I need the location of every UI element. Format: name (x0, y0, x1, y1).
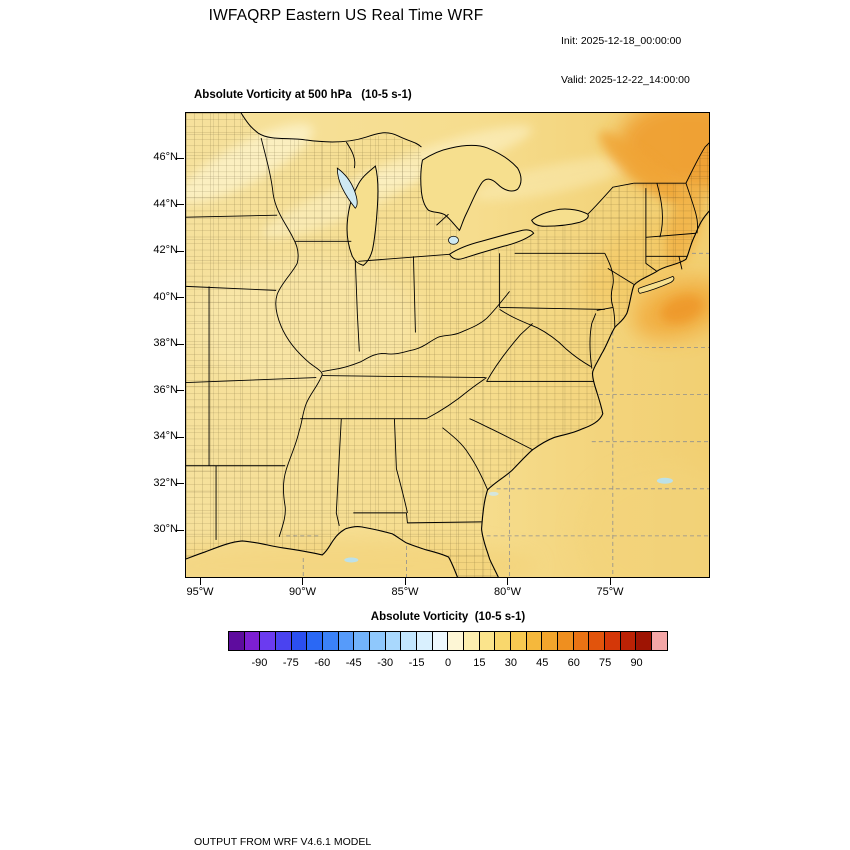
colorbar-cell (558, 632, 574, 650)
coastline (186, 210, 709, 577)
colorbar-tick-label: 45 (536, 657, 549, 669)
lake-huron (420, 144, 522, 232)
x-tick-mark (199, 578, 201, 585)
colorbar-cell (338, 632, 355, 650)
colorbar-cell (526, 632, 543, 650)
colorbar-tick-label: 60 (567, 657, 580, 669)
colorbar-cell (276, 632, 292, 650)
colorbar-tick-label: 15 (473, 657, 486, 669)
colorbar-cell (542, 632, 559, 650)
colorbar (228, 631, 668, 651)
colorbar-cell (589, 632, 606, 650)
y-tick-mark (176, 204, 184, 205)
colorbar-tick-label: -60 (314, 657, 331, 669)
init-time-label: Init: 2025-12-18_00:00:00 (561, 35, 682, 47)
lake-st-clair (448, 235, 459, 245)
x-tick-mark (404, 578, 406, 585)
y-tick-mark (176, 297, 184, 298)
y-tick-mark (176, 343, 184, 345)
colorbar-cell (432, 632, 449, 650)
run-metadata: Init: 2025-12-18_00:00:00 Valid: 2025-12… (561, 9, 690, 113)
colorbar-tick-label: -45 (345, 657, 362, 669)
y-tick-label: 44°N (153, 197, 178, 210)
colorbar-cell (511, 632, 527, 650)
state-borders (186, 137, 709, 540)
y-tick-mark (176, 529, 184, 531)
colorbar-cell (370, 632, 386, 650)
x-tick-label: 75°W (596, 586, 624, 598)
colorbar-tick-label: 75 (599, 657, 612, 669)
y-tick-mark (176, 483, 184, 484)
x-tick-mark (609, 578, 611, 585)
lake-superior-shore (240, 113, 422, 148)
vorticity-map (186, 113, 709, 577)
x-tick-mark (302, 578, 303, 585)
x-tick-label: 80°W (493, 586, 522, 598)
plot-title: Absolute Vorticity at 500 hPa (10-5 s-1) (194, 89, 412, 101)
colorbar-cell (229, 632, 245, 650)
colorbar-tick-label: -90 (251, 657, 268, 669)
colorbar-tick-label: 30 (504, 657, 517, 669)
colorbar-cell (401, 632, 418, 650)
y-tick-mark (176, 390, 184, 391)
water-spots (344, 477, 673, 563)
y-tick-label: 46°N (153, 151, 178, 163)
y-tick-label: 34°N (153, 430, 178, 442)
x-tick-mark (507, 578, 508, 585)
colorbar-cell (448, 632, 465, 650)
map-frame (185, 112, 710, 578)
colorbar-cell (495, 632, 512, 650)
long-island (637, 275, 675, 294)
gulf-coast (186, 525, 458, 577)
colorbar-cell (323, 632, 339, 650)
green-bay (336, 167, 358, 209)
y-tick-mark (176, 250, 184, 252)
y-tick-label: 38°N (153, 337, 178, 349)
colorbar-cell (291, 632, 308, 650)
valid-time-label: Valid: 2025-12-22_14:00:00 (561, 74, 690, 86)
colorbar-cell (479, 632, 496, 650)
atlantic-coast (481, 210, 709, 577)
colorbar-cell (307, 632, 324, 650)
colorbar-cell (244, 632, 261, 650)
y-tick-label: 42°N (153, 244, 178, 256)
colorbar-cell (573, 632, 590, 650)
x-tick-label: 95°W (186, 586, 214, 598)
colorbar-cell (464, 632, 480, 650)
colorbar-tick-label: -75 (282, 657, 299, 669)
footer-line-1: OUTPUT FROM WRF V4.6.1 MODEL (194, 836, 372, 848)
x-tick-label: 90°W (288, 586, 317, 598)
y-tick-label: 30°N (153, 523, 178, 535)
colorbar-cell (636, 632, 653, 650)
colorbar-tick-label: 0 (444, 657, 452, 669)
x-tick-label: 85°W (391, 586, 419, 598)
y-tick-mark (176, 436, 184, 438)
y-tick-label: 36°N (153, 383, 178, 396)
y-tick-mark (176, 157, 184, 159)
footer-annotation: OUTPUT FROM WRF V4.6.1 MODEL WE = 310 ; … (194, 809, 607, 850)
colorbar-cell (354, 632, 371, 650)
colorbar-tick-label: 90 (630, 657, 643, 669)
y-tick-label: 32°N (153, 476, 178, 489)
colorbar-cell (652, 632, 667, 650)
colorbar-tick-label: -15 (408, 657, 425, 669)
colorbar-cell (620, 632, 637, 650)
colorbar-cell (605, 632, 621, 650)
colorbar-tick-label: -30 (377, 657, 394, 669)
great-lakes (240, 113, 589, 266)
y-tick-label: 40°N (153, 290, 178, 303)
page-title: IWFAQRP Eastern US Real Time WRF (208, 7, 484, 24)
colorbar-title: Absolute Vorticity (10-5 s-1) (370, 611, 526, 623)
colorbar-cell (260, 632, 277, 650)
colorbar-cell (385, 632, 402, 650)
colorbar-cell (417, 632, 433, 650)
lake-michigan (346, 165, 379, 266)
lake-erie (448, 229, 535, 260)
lake-ontario (531, 208, 589, 227)
